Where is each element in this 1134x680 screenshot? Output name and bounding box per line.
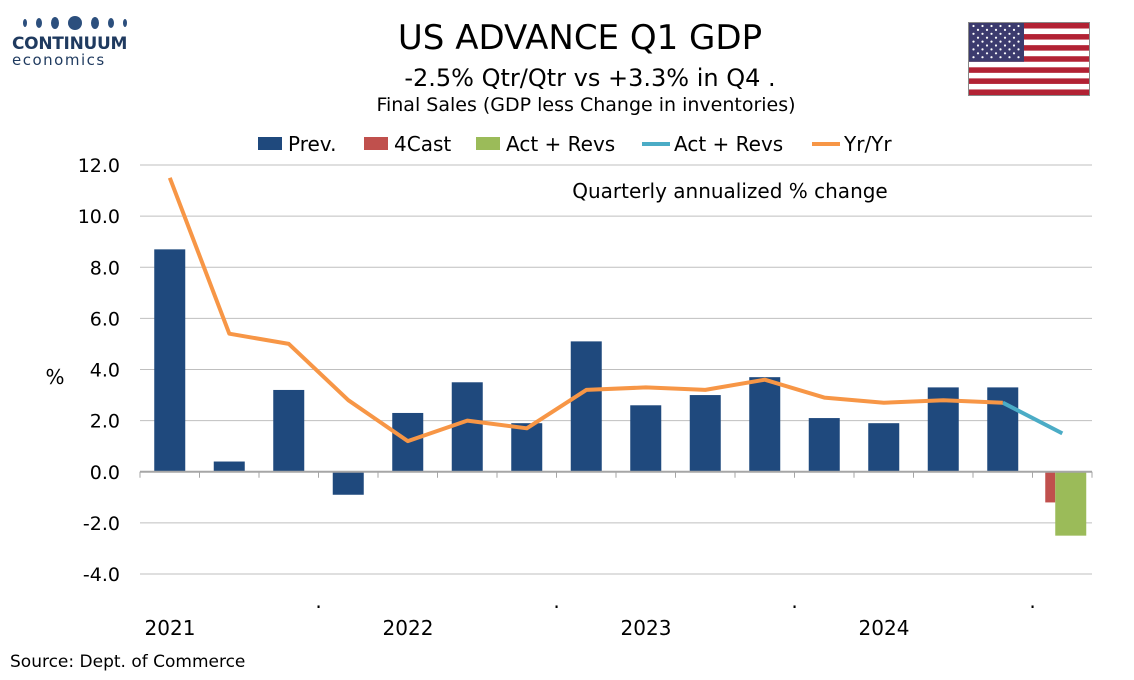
bar-prev- — [511, 423, 543, 472]
x-tick-label: . — [1029, 589, 1035, 613]
y-tick-label: 0.0 — [90, 462, 120, 484]
y-tick-label: -4.0 — [83, 564, 120, 586]
y-tick-label: 12.0 — [78, 155, 120, 177]
x-tick-label: 2024 — [859, 616, 910, 640]
x-tick-label: 2021 — [145, 616, 196, 640]
source-note: Source: Dept. of Commerce — [10, 652, 246, 672]
logo-subtitle: economics — [12, 51, 106, 69]
chart-annotation: Quarterly annualized % change — [572, 179, 888, 203]
x-tick-label: 2023 — [621, 616, 672, 640]
continuum-economics-logo: CONTINUUM economics — [12, 14, 137, 69]
legend-swatch — [258, 137, 282, 150]
chart-title: US ADVANCE Q1 GDP — [397, 18, 763, 58]
bar-prev- — [808, 418, 840, 472]
bar-prev- — [749, 377, 781, 472]
legend-swatch — [476, 137, 500, 150]
y-tick-label: 2.0 — [90, 411, 120, 433]
bar-prev- — [332, 471, 364, 495]
legend-label: 4Cast — [394, 132, 451, 156]
logo-name: CONTINUUM — [12, 34, 128, 54]
x-tick-label: . — [553, 589, 559, 613]
chart-subtitle-2: Final Sales (GDP less Change in inventor… — [376, 94, 796, 116]
y-tick-label: -2.0 — [83, 513, 120, 535]
x-tick-label: . — [791, 589, 797, 613]
bar-prev- — [630, 405, 662, 472]
x-tick-label: 2022 — [383, 616, 434, 640]
us-flag-icon — [968, 22, 1090, 96]
legend-label: Act + Revs — [674, 132, 783, 156]
bar-act-revs — [1055, 471, 1087, 536]
line-yr-yr — [167, 177, 1003, 444]
legend-label: Act + Revs — [506, 132, 615, 156]
bar-prev- — [570, 341, 602, 472]
line-act-revs — [1001, 400, 1064, 436]
continuum-dots-logo-icon — [12, 14, 137, 32]
y-tick-label: 4.0 — [90, 360, 120, 382]
bar-prev- — [987, 387, 1019, 472]
bar-prev- — [213, 461, 245, 472]
bar-prev- — [154, 249, 186, 472]
y-tick-label: 8.0 — [90, 257, 120, 279]
legend-label: Yr/Yr — [843, 132, 892, 156]
bar-prev- — [689, 395, 721, 472]
chart-subtitle: -2.5% Qtr/Qtr vs +3.3% in Q4 . — [404, 64, 776, 92]
bar-4cast — [1045, 471, 1056, 503]
y-axis-label: % — [45, 365, 64, 389]
y-tick-label: 6.0 — [90, 308, 120, 330]
x-tick-label: . — [315, 589, 321, 613]
bar-prev- — [273, 389, 305, 472]
bar-prev- — [451, 382, 483, 472]
bar-prev- — [868, 423, 900, 472]
legend-swatch — [364, 137, 388, 150]
y-tick-label: 10.0 — [78, 206, 120, 228]
legend-label: Prev. — [288, 132, 336, 156]
